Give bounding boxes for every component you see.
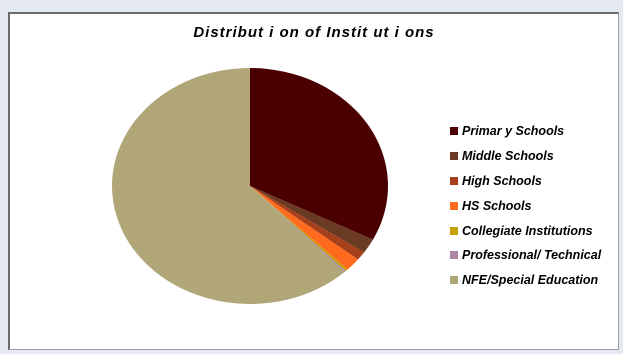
pie-slice-2 (250, 186, 365, 260)
legend-label: NFE/Special Education (462, 273, 599, 288)
legend-label: HS Schools (462, 198, 532, 213)
legend-item: Professional/ Technical (450, 243, 601, 268)
pie-slice-6 (112, 68, 345, 304)
legend-swatch (450, 276, 458, 285)
pie-chart (112, 68, 389, 304)
pie-slice-1 (250, 186, 373, 253)
legend-item: Middle Schools (450, 144, 601, 169)
pie-slice-4 (250, 186, 348, 271)
pie-slice-5 (250, 186, 346, 273)
legend-label: Collegiate Institutions (462, 223, 593, 238)
pie-slice-3 (250, 186, 358, 270)
legend-swatch (450, 201, 458, 210)
legend-swatch (450, 226, 458, 235)
legend-item: High Schools (450, 169, 601, 194)
chart-legend: Primar y Schools Middle Schools High Schoo… (450, 119, 601, 293)
legend-swatch (450, 152, 458, 161)
legend-label: High Schools (462, 173, 542, 188)
legend-swatch (450, 251, 458, 260)
legend-item: Collegiate Institutions (450, 218, 601, 243)
pie-slice-0 (250, 68, 389, 240)
legend-label: Primar y Schools (462, 124, 565, 139)
legend-item: HS Schools (450, 193, 601, 218)
legend-item: NFE/Special Education (450, 268, 601, 293)
chart-title: Distribut i on of Instit ut i ons (193, 24, 435, 41)
chart-frame: Distribut i on of Instit ut i ons Primar… (8, 12, 619, 350)
legend-label: Middle Schools (462, 149, 554, 164)
legend-swatch (450, 176, 458, 185)
legend-label: Professional/ Technical (462, 248, 602, 263)
legend-swatch (450, 127, 458, 136)
legend-item: Primar y Schools (450, 119, 601, 144)
